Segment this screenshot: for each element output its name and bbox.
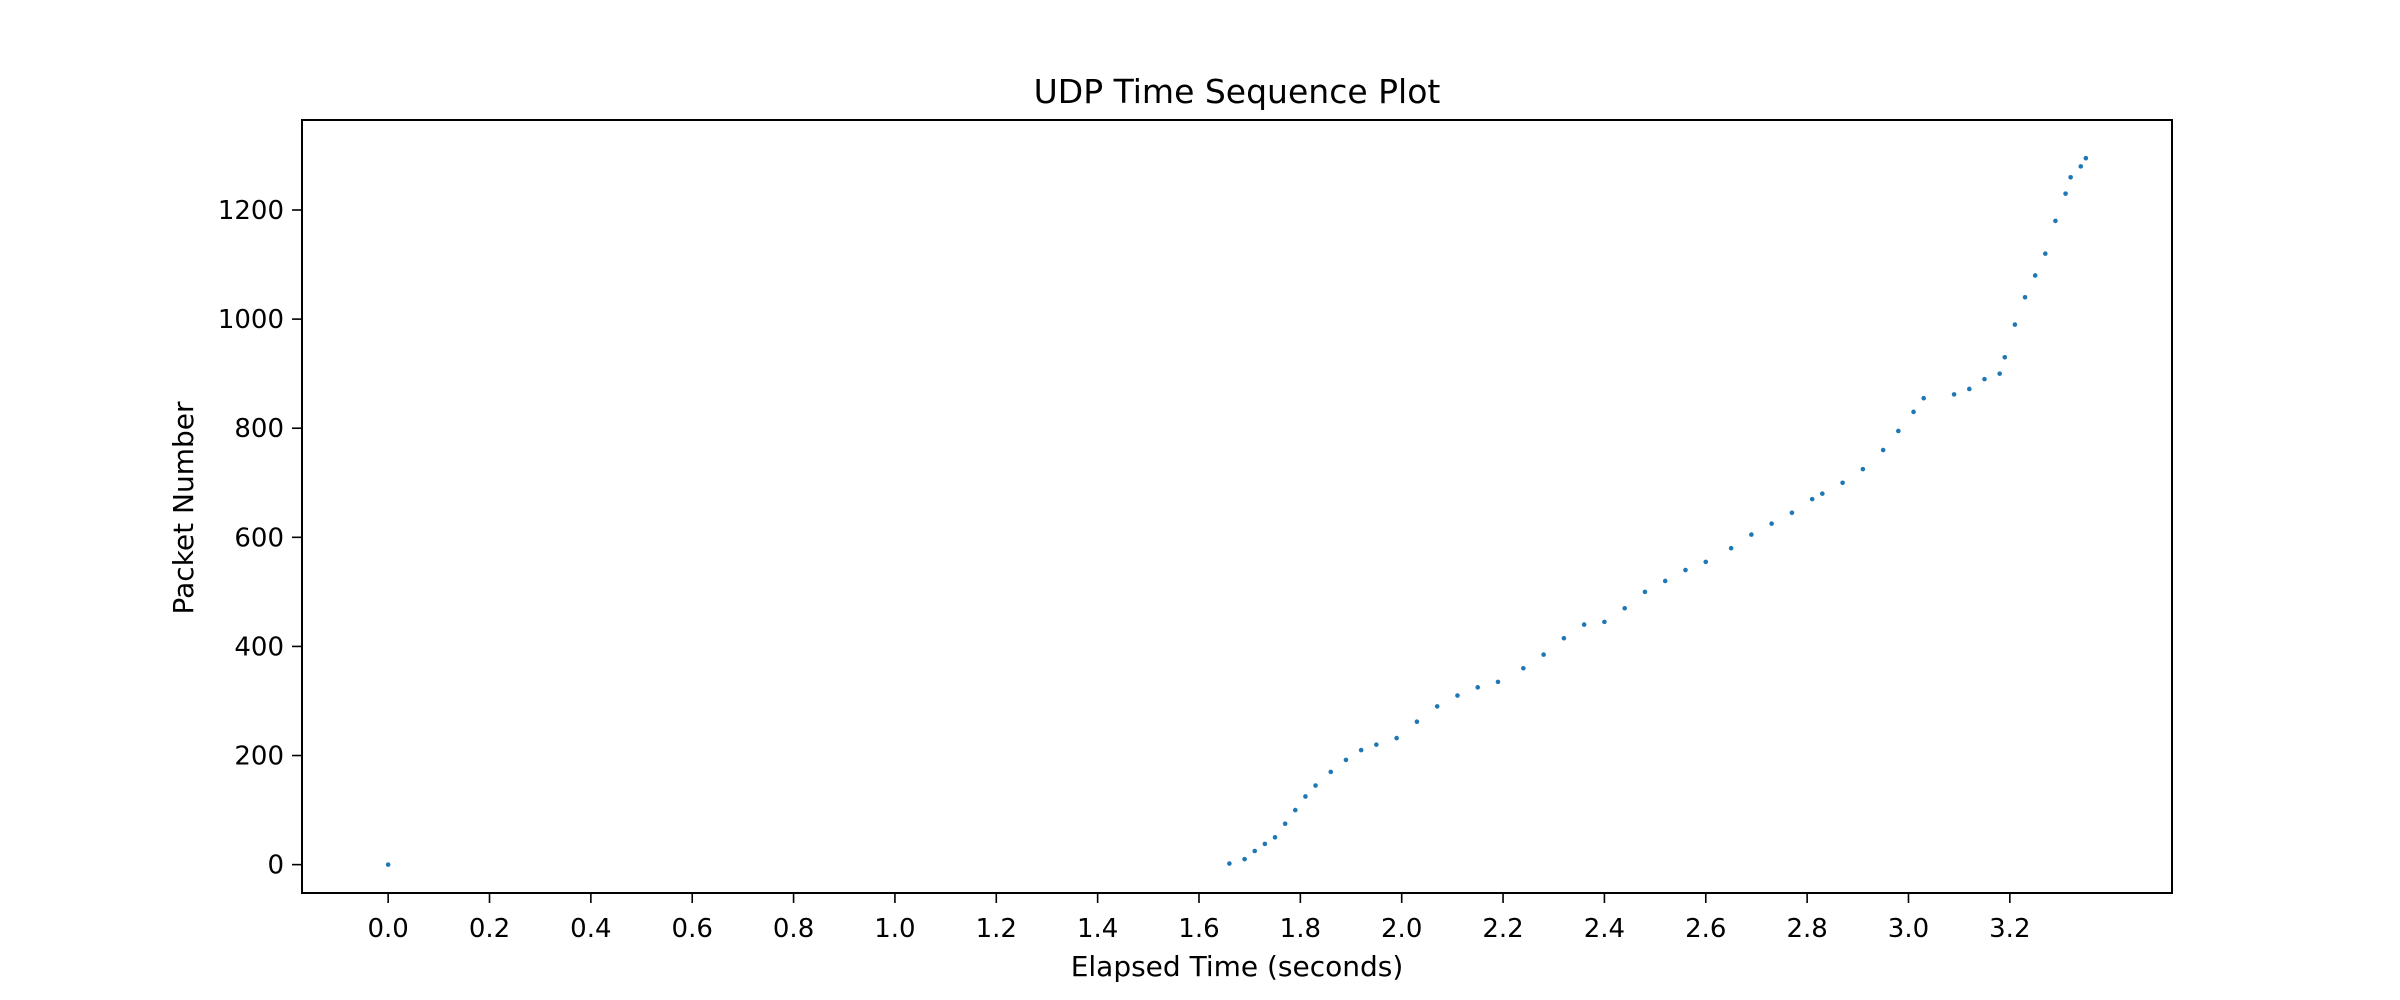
y-tick-label: 400 [234,632,284,662]
data-point [1328,769,1334,775]
data-point [1561,635,1567,641]
data-point [2012,322,2018,327]
data-point [385,862,391,867]
data-point [1602,619,1607,625]
data-point [1455,693,1460,698]
data-point [2053,218,2058,224]
data-point [1282,821,1288,827]
plot-area-frame [301,119,2173,894]
x-tick-label: 1.0 [874,914,915,944]
data-point [1982,376,1987,382]
data-point [2032,273,2038,278]
data-point [1313,783,1318,788]
x-tick-label: 0.8 [773,914,814,944]
x-tick-label: 2.0 [1381,914,1422,944]
data-point [1374,742,1379,747]
data-point [1662,578,1668,584]
data-points [385,155,2089,867]
x-tick-label: 3.0 [1888,914,1929,944]
data-point [1789,510,1795,516]
data-point [1581,622,1587,627]
data-point [1434,704,1440,709]
data-point [1966,386,1972,392]
y-tick-label: 200 [234,742,284,772]
data-point [2083,155,2089,161]
data-point [2068,174,2073,180]
data-point [1820,491,1825,496]
data-point [1521,665,1526,671]
y-tick-label: 600 [234,523,284,553]
data-point [2043,251,2048,256]
data-point [1911,409,1916,415]
data-point [1622,605,1627,611]
data-point [2063,191,2068,196]
data-point [1414,719,1420,725]
data-point [1728,545,1734,551]
y-tick-label: 800 [234,414,284,444]
data-point [1921,395,1926,401]
chart-title: UDP Time Sequence Plot [1034,72,1441,111]
data-point [1262,841,1268,847]
data-point [1292,807,1298,813]
x-tick-label: 0.0 [367,914,408,944]
data-point [1252,848,1258,854]
data-point [1749,532,1754,537]
data-point [2022,294,2028,300]
x-tick-label: 2.2 [1482,914,1523,944]
data-point [1358,747,1364,753]
x-tick-label: 0.2 [469,914,510,944]
y-tick-label: 1200 [218,196,284,226]
data-point [1809,496,1815,502]
x-tick-label: 2.4 [1584,914,1625,944]
x-tick-label: 1.4 [1077,914,1118,944]
data-point [1769,521,1774,526]
data-point [1683,567,1688,573]
x-tick-label: 0.4 [570,914,611,944]
x-tick-label: 2.6 [1685,914,1726,944]
x-tick-label: 1.8 [1280,914,1321,944]
data-point [1840,480,1845,486]
data-point [1997,371,2002,376]
x-axis-label: Elapsed Time (seconds) [1071,950,1404,983]
x-tick-label: 2.8 [1786,914,1827,944]
data-point [1227,861,1232,866]
x-tick-label: 0.6 [672,914,713,944]
x-axis-ticks: 0.0 0.2 0.4 0.6 0.8 1.0 1.2 1.4 1.6 1.8 2.0 2.2 2.4 2… [367,893,2031,944]
data-point [1242,856,1247,862]
x-tick-label: 3.2 [1989,914,2030,944]
data-point [1642,589,1648,595]
data-point [1303,794,1308,799]
data-point [1703,559,1709,565]
data-point [2078,164,2084,169]
data-point [1880,447,1886,453]
x-tick-label: 1.6 [1178,914,1219,944]
data-point [1475,685,1481,690]
y-axis-ticks: 0 200 400 600 800 1000 1200 [218,196,302,881]
data-point [1860,466,1866,472]
y-axis-label: Packet Number [167,401,200,614]
data-point [1272,835,1278,840]
x-tick-label: 1.2 [976,914,1017,944]
data-point [1495,679,1501,685]
data-point [1394,735,1399,741]
data-point [2002,355,2008,360]
data-point [1541,652,1546,657]
y-tick-label: 0 [267,851,284,881]
data-point [1951,392,1957,397]
data-point [1896,428,1901,434]
y-tick-label: 1000 [218,305,284,335]
data-point [1343,757,1349,763]
